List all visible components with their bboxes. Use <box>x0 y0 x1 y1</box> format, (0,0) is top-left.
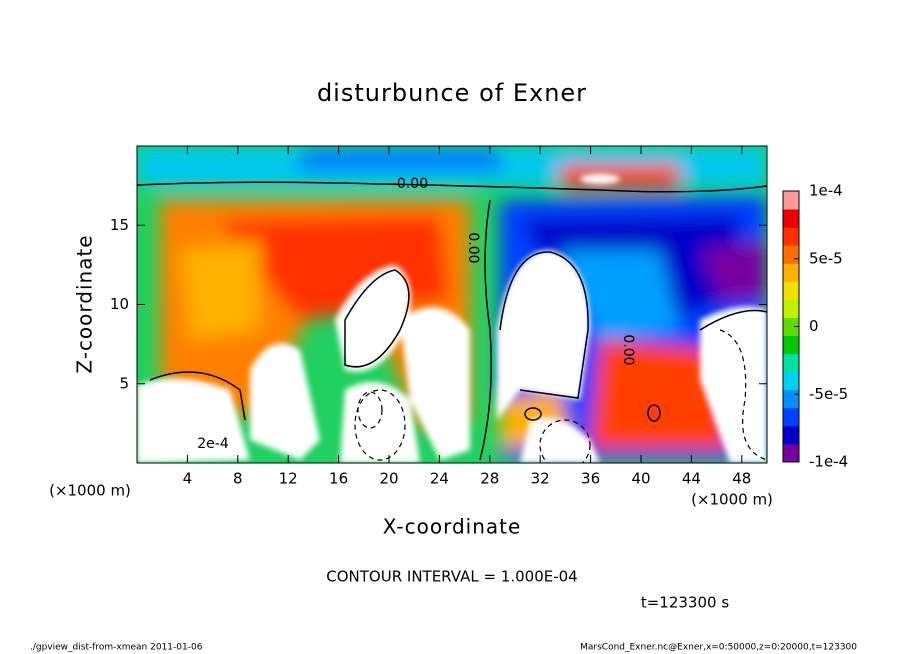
contour-label: 0.00 <box>465 232 481 263</box>
x-unit: (×1000 m) <box>49 482 131 500</box>
colorbar-level <box>783 335 799 355</box>
y-axis-label: Z-coordinate <box>73 234 97 373</box>
contour-interval: CONTOUR INTERVAL = 1.000E-04 <box>326 568 577 586</box>
colorbar-level <box>783 443 799 463</box>
colorbar-tick-label: -5e-5 <box>809 385 848 403</box>
colorbar-tick-label: 0 <box>809 317 819 335</box>
x-tick-label: 32 <box>531 470 550 488</box>
colorbar-level <box>783 407 799 427</box>
x-tick-label: 48 <box>732 470 751 488</box>
x-tick-label: 44 <box>682 470 701 488</box>
colorbar-level <box>783 263 799 282</box>
colorbar-level <box>783 317 799 337</box>
x-tick-label: 40 <box>631 470 650 488</box>
colorbar-tick-label: 1e-4 <box>809 182 843 200</box>
x-tick-label: 24 <box>430 470 449 488</box>
x-tick-label: 16 <box>329 470 348 488</box>
colorbar-level <box>783 389 799 409</box>
contour-label: 2e-4 <box>197 436 229 452</box>
colorbar-level <box>783 191 799 210</box>
footer-right: MarsCond_Exner.nc@Exner,x=0:50000,z=0:20… <box>580 643 857 653</box>
colorbar-tick-label: -1e-4 <box>809 453 848 471</box>
y-unit: (×1000 m) <box>691 491 773 509</box>
colorbar-tick-label: 5e-5 <box>809 249 843 267</box>
y-tick-label: 15 <box>110 216 129 234</box>
colorbar-level <box>783 227 799 246</box>
footer-left: ./gpview_dist-from-xmean 2011-01-06 <box>30 643 203 653</box>
x-tick-label: 20 <box>379 470 398 488</box>
x-tick-label: 4 <box>183 470 193 488</box>
field <box>137 146 767 463</box>
colorbar-level <box>783 353 799 373</box>
x-axis-label: X-coordinate <box>383 515 522 539</box>
colorbar-level <box>783 245 799 264</box>
colorbar-level <box>783 209 799 228</box>
x-tick-label: 28 <box>480 470 499 488</box>
x-tick-label: 36 <box>581 470 600 488</box>
colorbar-level <box>783 281 799 300</box>
colorbar-level <box>783 299 799 318</box>
x-tick-label: 12 <box>279 470 298 488</box>
colorbar-level <box>783 371 799 391</box>
y-tick-label: 5 <box>119 374 129 392</box>
x-tick-label: 8 <box>233 470 243 488</box>
chart-title: disturbunce of Exner <box>317 79 587 107</box>
time-label: t=123300 s <box>641 594 729 612</box>
contour-label: 0.00 <box>620 334 636 365</box>
y-tick-label: 10 <box>110 295 129 313</box>
colorbar-level <box>783 425 799 445</box>
contour-label: -0.00 <box>392 176 428 192</box>
